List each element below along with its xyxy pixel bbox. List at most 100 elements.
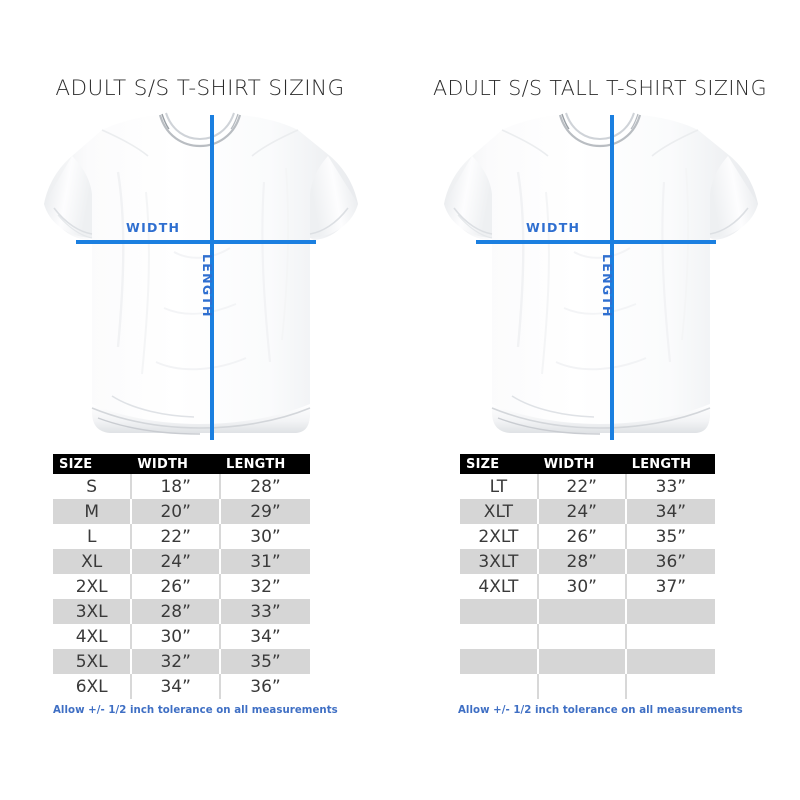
- cell-length: 35”: [625, 524, 715, 549]
- cell-width: 26”: [131, 574, 222, 599]
- cell-size: 4XLT: [460, 574, 539, 599]
- cell-length: 35”: [220, 649, 310, 674]
- table-row: 3XL 28” 33”: [53, 599, 310, 624]
- fold-1: [516, 171, 525, 348]
- collar-shadow-right: [630, 113, 639, 130]
- cell-width: 30”: [537, 574, 627, 599]
- cell-size: [460, 599, 539, 624]
- cell-width: 34”: [131, 674, 222, 699]
- collar-shadow-left: [561, 113, 570, 130]
- column-header-length: LENGTH: [625, 454, 715, 474]
- cell-width: [537, 599, 627, 624]
- cell-length: 36”: [220, 674, 310, 699]
- cell-width: 28”: [537, 549, 627, 574]
- hem-line: [491, 407, 711, 429]
- tshirt-illustration-adult-ss-tall: WIDTH LENGTH: [414, 112, 786, 452]
- shoulder-seam-left: [101, 129, 149, 157]
- fold-1: [116, 171, 125, 348]
- cell-size: [460, 674, 539, 699]
- cell-length: 32”: [220, 574, 310, 599]
- cell-width: 24”: [131, 549, 222, 574]
- table-row: LT 22” 33”: [460, 474, 715, 499]
- cell-size: LT: [460, 474, 539, 499]
- sleeve-hem-left: [453, 207, 493, 235]
- cell-length: 33”: [625, 474, 715, 499]
- cell-width: 18”: [131, 474, 222, 499]
- tolerance-footnote-adult-ss: Allow +/- 1/2 inch tolerance on all meas…: [53, 705, 338, 716]
- cell-size: 3XLT: [460, 549, 539, 574]
- fold-3: [261, 181, 272, 363]
- cell-length: 30”: [220, 524, 310, 549]
- shirt-sleeve-right: [710, 156, 758, 238]
- shirt-hem: [92, 404, 310, 433]
- cell-length: 29”: [220, 499, 310, 524]
- cell-width: 22”: [131, 524, 222, 549]
- cell-size: XL: [53, 549, 133, 574]
- hem-crease-left: [497, 417, 601, 435]
- cell-size: 4XL: [53, 624, 133, 649]
- shirt-hem: [492, 404, 710, 433]
- fold-3: [661, 181, 672, 363]
- cell-length: [625, 624, 715, 649]
- tshirt-illustration-adult-ss: WIDTH LENGTH: [14, 112, 386, 452]
- table-row: 4XLT 30” 37”: [460, 574, 715, 599]
- column-header-size: SIZE: [460, 454, 538, 474]
- cell-size: L: [53, 524, 133, 549]
- cell-length: [625, 649, 715, 674]
- cell-width: 28”: [131, 599, 222, 624]
- cell-size: S: [53, 474, 133, 499]
- cell-width: 20”: [131, 499, 222, 524]
- cell-length: 28”: [220, 474, 310, 499]
- cell-length: 33”: [220, 599, 310, 624]
- tshirt-graphic: [444, 112, 758, 435]
- table-row: 2XLT 26” 35”: [460, 524, 715, 549]
- tolerance-footnote-adult-ss-tall: Allow +/- 1/2 inch tolerance on all meas…: [458, 705, 743, 716]
- column-header-width: WIDTH: [537, 454, 626, 474]
- sleeve-hem-right: [709, 207, 749, 235]
- table-row: 5XL 32” 35”: [53, 649, 310, 674]
- fold-6: [563, 303, 637, 315]
- table-row: [460, 624, 715, 649]
- shirt-collar-outer: [158, 114, 242, 148]
- shoulder-seam-right: [651, 129, 699, 157]
- cell-length: 34”: [625, 499, 715, 524]
- collar-shadow-left: [161, 113, 170, 130]
- column-header-size: SIZE: [53, 454, 132, 474]
- hem-fold-left: [111, 395, 195, 418]
- fold-7: [555, 357, 647, 371]
- shirt-sleeve-right: [310, 156, 358, 238]
- shoulder-seam-right: [251, 129, 299, 157]
- fold-5: [173, 247, 231, 259]
- cell-size: 2XLT: [460, 524, 539, 549]
- page-title-adult-ss: ADULT S/S T-SHIRT SIZING: [55, 76, 345, 101]
- shirt-collar-inner: [565, 112, 635, 141]
- fold-6: [163, 303, 237, 315]
- size-table-adult-ss: SIZE WIDTH LENGTH S 18” 28” M 20” 29” L: [53, 454, 310, 699]
- cell-width: 26”: [537, 524, 627, 549]
- cell-size: 2XL: [53, 574, 133, 599]
- cell-length: 31”: [220, 549, 310, 574]
- cell-length: 36”: [625, 549, 715, 574]
- table-row: [460, 674, 715, 699]
- shirt-sleeve-left: [44, 156, 92, 238]
- header-row: SIZE WIDTH LENGTH: [460, 454, 715, 474]
- shirt-body: [44, 115, 358, 433]
- cell-size: XLT: [460, 499, 539, 524]
- table-header: SIZE WIDTH LENGTH: [53, 454, 310, 474]
- sleeve-hem-right: [309, 207, 349, 235]
- fold-2: [141, 191, 150, 375]
- table-body: S 18” 28” M 20” 29” L 22” 30” XL 24”: [53, 474, 310, 699]
- sleeve-crease-left: [457, 214, 493, 239]
- cell-size: M: [53, 499, 133, 524]
- table-row: XL 24” 31”: [53, 549, 310, 574]
- shirt-sleeve-left: [444, 156, 492, 238]
- cell-length: [625, 674, 715, 699]
- hem-line: [91, 407, 311, 429]
- shirt-collar-inner: [165, 112, 235, 141]
- sleeve-hem-left: [53, 207, 93, 235]
- table-row: S 18” 28”: [53, 474, 310, 499]
- fold-4: [681, 167, 689, 341]
- cell-width: [537, 674, 627, 699]
- table-row: [460, 599, 715, 624]
